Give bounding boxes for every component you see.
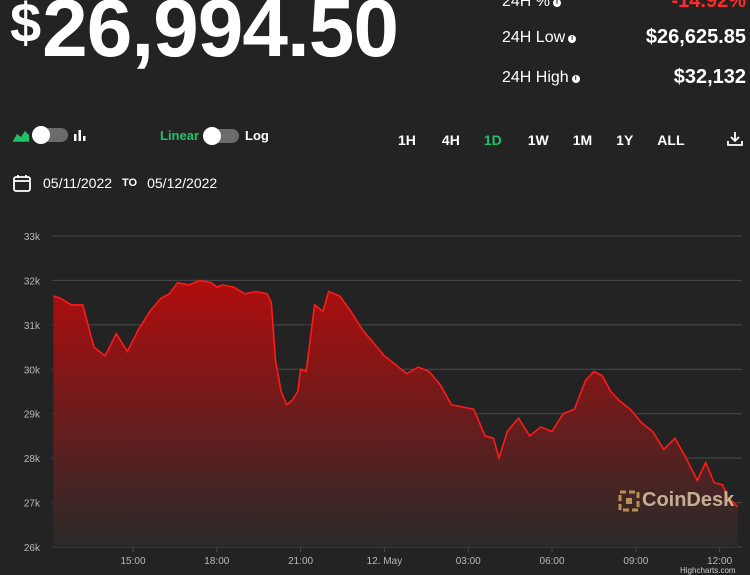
currency-symbol: $ <box>10 0 41 54</box>
x-tick-label: 12:00 <box>707 556 732 567</box>
y-tick-label: 27k <box>24 499 41 510</box>
date-to-input[interactable]: 05/12/2022 <box>147 175 218 191</box>
scale-log-label[interactable]: Log <box>245 128 269 143</box>
stat-value: $32,132 <box>673 66 746 88</box>
range-1h[interactable]: 1H <box>398 132 416 148</box>
y-tick-label: 26k <box>24 543 41 554</box>
date-range: 05/11/2022 TO 05/12/2022 <box>12 173 217 193</box>
current-price: $26,994.50 <box>10 0 399 70</box>
bar-chart-icon[interactable] <box>72 128 88 142</box>
scale-linear-label[interactable]: Linear <box>160 128 200 143</box>
info-icon[interactable]: i <box>571 74 580 83</box>
scale-switch: Linear Log <box>160 126 269 145</box>
x-tick-label: 09:00 <box>623 556 648 567</box>
stat-label: 24H High i <box>502 69 580 87</box>
scale-toggle[interactable] <box>203 126 240 145</box>
y-tick-label: 28k <box>24 454 41 465</box>
range-4h[interactable]: 4H <box>441 132 460 148</box>
stat-label: 24H % i <box>502 0 562 11</box>
x-tick-label: 21:00 <box>288 556 313 567</box>
x-tick-label: 06:00 <box>540 556 565 567</box>
info-icon[interactable]: i <box>553 0 562 7</box>
coindesk-watermark: CoinDesk <box>618 489 734 512</box>
x-tick-label: 18:00 <box>204 556 229 567</box>
price-chart[interactable]: 26k 27k 28k 29k 30k 31k 32k 33k 15:00 18:00 21:00… <box>0 222 750 575</box>
date-from-input[interactable]: 05/11/2022 <box>43 175 113 191</box>
stat-24h-low: 24H Low i $26,625.85 <box>502 26 746 49</box>
chart-type-toggle[interactable] <box>32 126 68 144</box>
x-tick-label: 03:00 <box>456 556 481 567</box>
y-tick-label: 33k <box>24 232 41 243</box>
y-tick-label: 30k <box>24 365 41 376</box>
range-1w[interactable]: 1W <box>527 132 549 148</box>
coindesk-logo-icon <box>618 490 640 511</box>
price-line <box>53 279 739 508</box>
stat-24h-high: 24H High i $32,132 <box>502 66 746 89</box>
x-tick-label: 15:00 <box>120 556 145 567</box>
x-tick-label: 12. May <box>367 556 403 567</box>
download-icon[interactable] <box>726 130 744 148</box>
range-1y[interactable]: 1Y <box>616 132 634 148</box>
chart-credit[interactable]: Highcharts.com <box>680 566 736 575</box>
stat-label: 24H Low i <box>502 29 577 47</box>
date-to-label: TO <box>122 177 138 189</box>
area-chart-icon[interactable] <box>12 128 30 142</box>
y-tick-label: 31k <box>24 321 41 332</box>
stat-value: -14.92% <box>671 0 747 12</box>
stat-value: $26,625.85 <box>645 26 746 48</box>
range-1d[interactable]: 1D <box>483 132 502 148</box>
price-area <box>53 280 738 547</box>
watermark-text: CoinDesk <box>642 489 735 511</box>
info-icon[interactable]: i <box>568 34 577 43</box>
y-tick-label: 32k <box>24 276 41 287</box>
y-tick-label: 29k <box>24 410 41 421</box>
price-value: 26,994.50 <box>42 0 399 74</box>
calendar-icon[interactable] <box>12 173 32 193</box>
time-range-tabs: 1H 4H 1D 1W 1M 1Y ALL <box>398 132 685 148</box>
stat-24h-change: 24H % i -14.92% <box>502 0 746 13</box>
range-1m[interactable]: 1M <box>572 132 593 148</box>
chart-type-switch <box>12 126 88 144</box>
range-all[interactable]: ALL <box>657 132 685 148</box>
